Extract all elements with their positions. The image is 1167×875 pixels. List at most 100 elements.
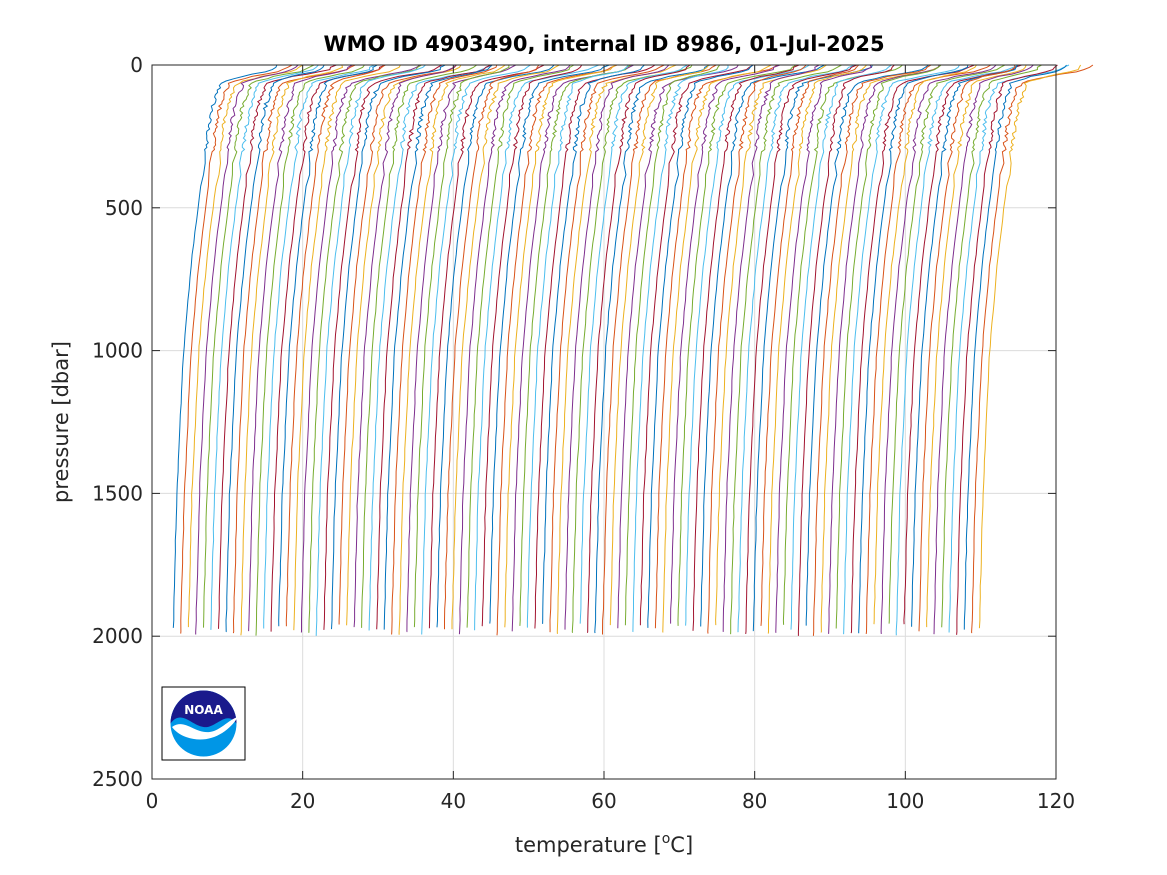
profile-line [383,64,493,630]
profile-line [865,64,992,634]
profile-line [828,64,940,634]
profile-line [880,64,997,634]
profile-line [489,64,610,624]
profile-line [782,64,903,625]
profile-line [255,64,365,636]
profile-line [685,64,810,626]
profile-line [218,64,337,629]
profile-line [504,64,617,628]
profile-line [481,64,583,627]
profile-line [647,64,754,628]
profile-line [715,64,827,626]
profile-line [963,64,1067,630]
profile-line [918,64,1016,632]
profile-line [368,64,492,631]
profile-line [285,64,386,627]
logo-navy-top [170,690,237,728]
y-tick-label: 500 [105,196,143,220]
profile-line [315,64,426,636]
profile-line [534,64,656,629]
profile-line [933,64,1034,635]
profile-line [232,64,356,634]
profile-line [278,64,378,627]
profile-line [911,64,1019,627]
profile-line [737,64,856,633]
profile-line [670,64,781,624]
profile-line [956,64,1058,635]
profile-line [677,64,797,626]
profile-line [858,64,969,634]
profile-line [263,64,375,629]
profile-line [361,64,477,628]
profile-line [805,64,930,626]
profile-line [873,64,977,625]
profile-line [850,64,975,634]
y-axis-label: pressure [dbar] [49,341,73,503]
profile-line [775,64,873,633]
profile-line [474,64,599,631]
y-tick-label: 2000 [92,624,143,648]
profile-line [428,64,545,629]
logo-text: NOAA [184,703,223,717]
profile-line [707,64,807,634]
profile-line [346,64,462,626]
profile-line [722,64,820,633]
profile-line [421,64,531,635]
profile-line [225,64,325,633]
profile-line [767,64,867,634]
x-tick-label: 40 [441,789,466,813]
profile-line [730,64,842,635]
profile-line [700,64,825,627]
profile-line [413,64,510,628]
profile-line [542,64,645,624]
x-tick-label: 0 [146,789,159,813]
profile-line [338,64,457,625]
profile-line [240,64,344,636]
profile-line [617,64,739,629]
profile-line [609,64,710,626]
profile-line [579,64,688,624]
profile-line [308,64,422,633]
profile-line [195,64,299,635]
profile-line [300,64,421,633]
chart-title: WMO ID 4903490, internal ID 8986, 01-Jul… [323,32,884,56]
x-axis-label: temperature [oC] [515,831,693,857]
profile-line [210,64,319,630]
profile-line [662,64,772,633]
profile-line [556,64,677,634]
profile-line [948,64,1070,633]
profile-line [760,64,860,626]
profile-line [406,64,517,633]
x-tick-label: 80 [742,789,767,813]
profile-line [745,64,858,634]
profile-line [458,64,571,635]
grid [152,65,1056,779]
y-tick-label: 0 [130,53,143,77]
profile-line [353,64,457,628]
profile-line [602,64,717,635]
profile-line [752,64,873,632]
profile-line [941,64,1042,628]
profile-line [436,64,555,628]
x-tick-label: 120 [1037,789,1075,813]
profile-line [571,64,693,633]
profile-line [549,64,665,633]
profile-line [451,64,560,630]
profile-line [835,64,942,629]
profile-line [594,64,710,634]
profile-line [519,64,632,626]
profile-line [398,64,506,635]
profile-line [812,64,932,636]
profile-line [376,64,492,630]
profile-line [888,64,1006,624]
profile-line [587,64,691,633]
y-tick-label: 1500 [92,481,143,505]
profile-line [466,64,575,628]
profile-line [692,64,800,631]
profile-line [172,64,278,628]
seagull-shape [172,717,238,740]
profile-line [331,64,446,630]
profile-line [444,64,540,630]
profile-line [978,64,1082,629]
